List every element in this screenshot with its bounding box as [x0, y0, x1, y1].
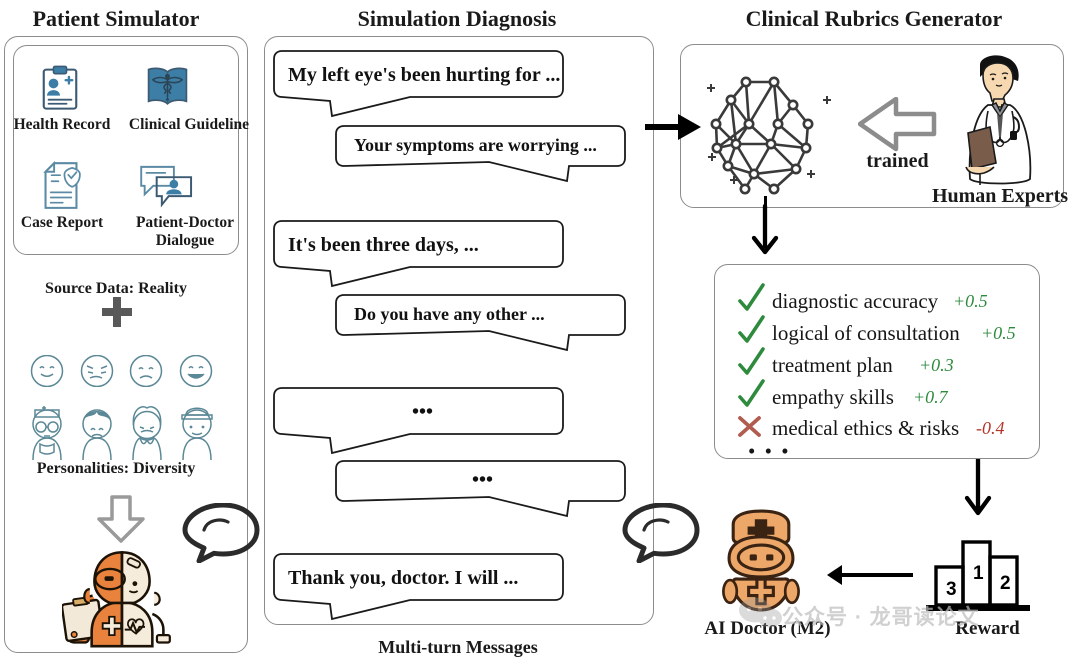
svg-text:2: 2: [1000, 573, 1011, 594]
svg-text:Thank you, doctor. I will ...: Thank you, doctor. I will ...: [288, 567, 518, 589]
svg-text:1: 1: [973, 563, 984, 584]
svg-text:Your symptoms are worrying ...: Your symptoms are worrying ...: [354, 135, 597, 155]
svg-text:My left eye's been hurting for: My left eye's been hurting for ...: [288, 64, 560, 86]
svg-text:medical ethics & risks: medical ethics & risks: [772, 416, 959, 440]
svg-text:•••: •••: [472, 469, 493, 491]
svg-text:It's been three days, ...: It's been three days, ...: [288, 234, 479, 256]
svg-text:• • •: • • •: [748, 439, 791, 463]
svg-text:3: 3: [946, 579, 957, 600]
svg-text:+0.7: +0.7: [913, 387, 949, 407]
svg-text:+0.5: +0.5: [953, 291, 988, 311]
svg-text:•••: •••: [412, 401, 433, 423]
svg-text:treatment plan: treatment plan: [772, 353, 893, 377]
svg-text:+0.5: +0.5: [981, 323, 1016, 343]
svg-text:logical of consultation: logical of consultation: [772, 321, 960, 345]
svg-text:Do you have any other ...: Do you have any other ...: [354, 304, 545, 324]
svg-text:diagnostic accuracy: diagnostic accuracy: [772, 289, 939, 313]
svg-text:+0.3: +0.3: [919, 355, 954, 375]
svg-text:empathy skills: empathy skills: [772, 385, 894, 409]
svg-text:-0.4: -0.4: [976, 418, 1005, 438]
